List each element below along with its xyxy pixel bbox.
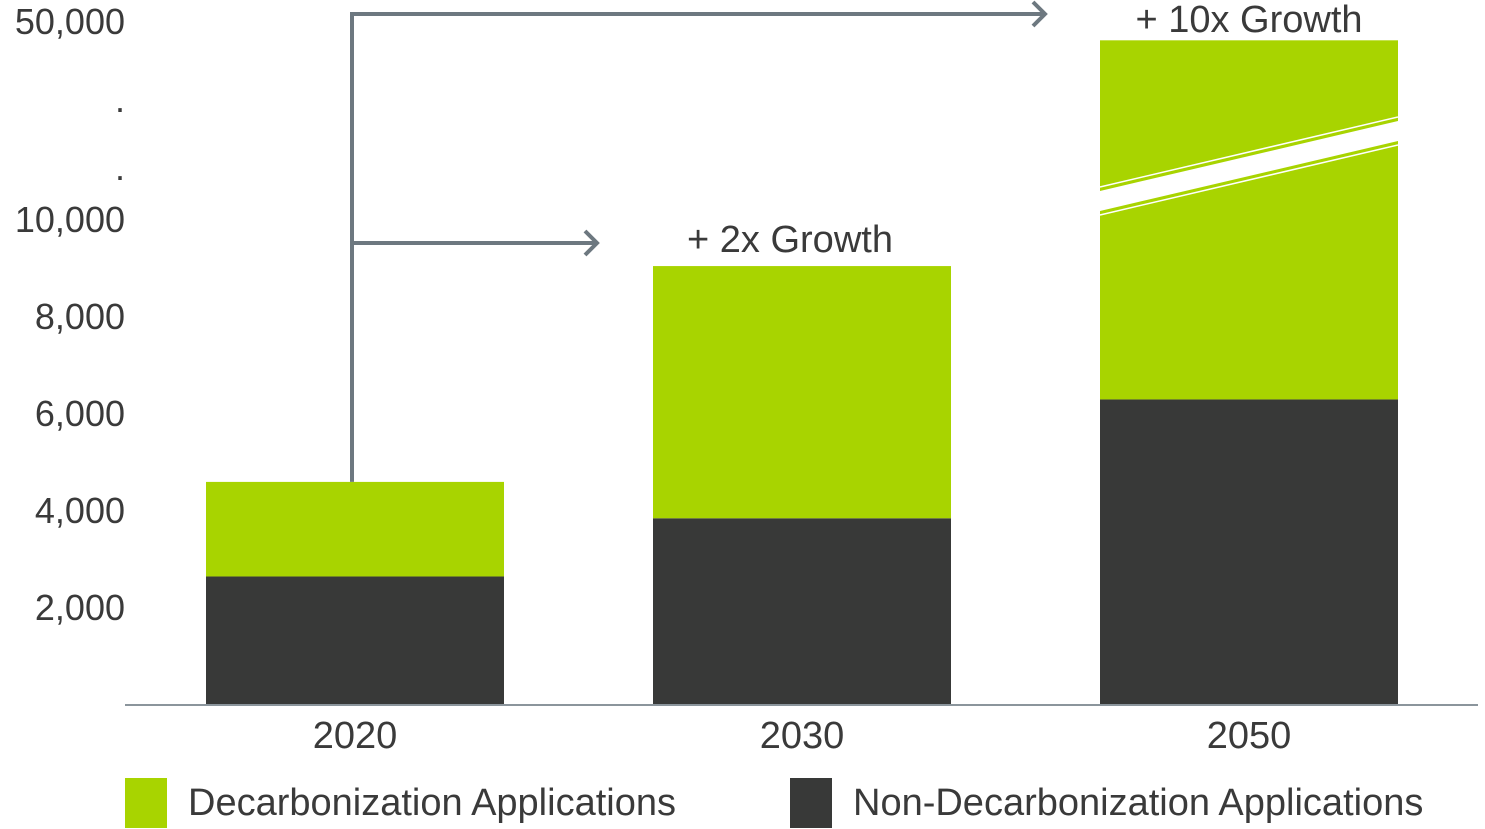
y-tick-label: 8,000 [35,296,125,337]
bar-non-decarbonization-2020 [206,576,504,705]
growth-arrow-head [1031,0,1048,28]
axis-break-band [1100,121,1398,211]
legend-swatch-non-decarbonization [790,778,832,828]
y-tick-label: . [115,147,125,188]
x-tick-label: 2030 [760,715,845,757]
x-tick-label: 2020 [313,715,398,757]
legend-swatch-decarbonization [125,778,167,828]
growth-arrow-head [583,229,600,257]
legend-label: Decarbonization Applications [188,782,676,824]
bar-non-decarbonization-2030 [653,518,951,705]
y-tick-label: 50,000 [15,1,125,42]
y-tick-label: . [115,79,125,120]
bar-decarbonization-2020 [206,481,504,577]
y-tick-label: 10,000 [15,199,125,240]
bar-decarbonization-2050 [1100,40,1398,400]
axis-break-line [1099,144,1399,216]
y-tick-label: 4,000 [35,490,125,531]
axis-break-line [1099,116,1399,188]
y-tick-label: 2,000 [35,587,125,628]
legend-label: Non-Decarbonization Applications [853,782,1423,824]
growth-label: + 10x Growth [1135,0,1362,41]
bar-non-decarbonization-2050 [1100,399,1398,705]
x-tick-label: 2050 [1207,715,1292,757]
growth-label: + 2x Growth [687,219,893,261]
y-tick-label: 6,000 [35,393,125,434]
bar-decarbonization-2030 [653,266,951,519]
